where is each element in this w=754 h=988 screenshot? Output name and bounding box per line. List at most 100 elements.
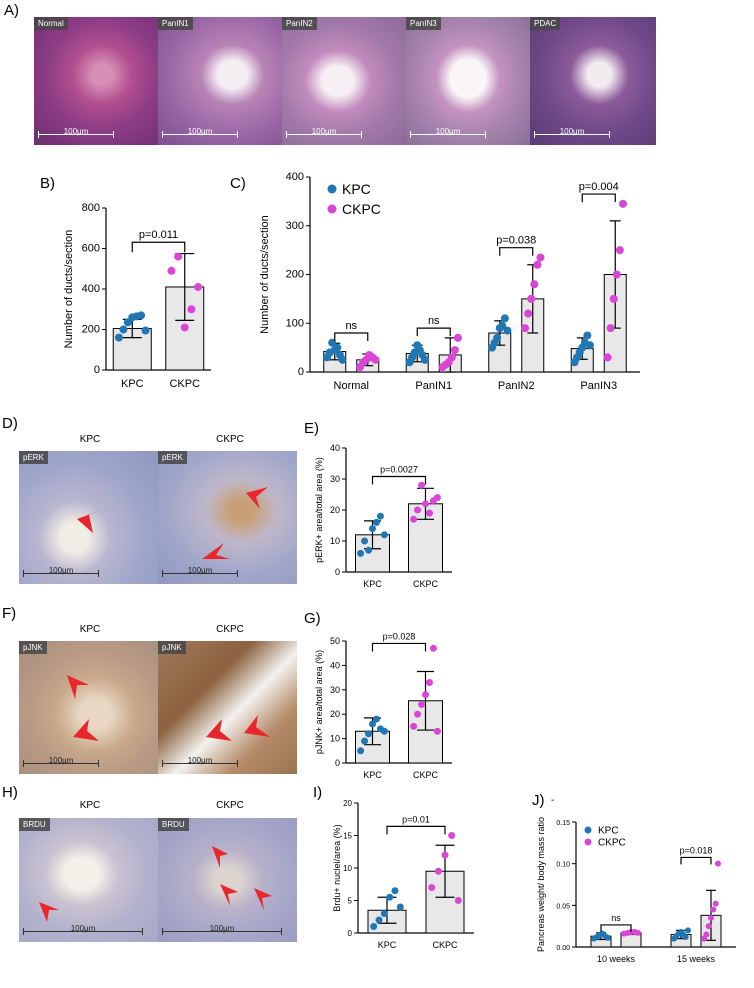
significance-label: p=0.01	[402, 814, 430, 824]
panel-label-i: I)	[313, 784, 323, 801]
scale-bar: 100µm	[534, 127, 610, 141]
micrograph-tag: PanIN1	[158, 17, 193, 30]
y-tick-label: 400	[286, 171, 304, 183]
arrowhead-icon	[212, 846, 272, 910]
significance-bracket	[600, 924, 632, 932]
y-tick-label: 30	[330, 474, 340, 484]
data-point	[141, 326, 150, 335]
data-point	[361, 737, 369, 745]
data-point	[370, 923, 378, 930]
y-tick-label: 0	[298, 366, 304, 378]
arrowhead-icon	[67, 675, 99, 741]
data-point	[119, 325, 128, 334]
data-point	[524, 309, 533, 318]
legend-label: KPC	[342, 181, 371, 197]
data-point	[605, 934, 611, 941]
data-point	[187, 305, 196, 314]
significance-label: ns	[345, 320, 357, 332]
y-tick-label: 0	[335, 567, 340, 577]
data-point	[429, 644, 437, 652]
data-point	[425, 678, 433, 686]
data-point	[375, 916, 383, 924]
data-point	[615, 246, 624, 255]
x-tick-label: PanIN3	[580, 380, 617, 392]
column-title-kpc: KPC	[79, 434, 101, 445]
column-title-kpc: KPC	[79, 800, 101, 811]
y-tick-label: 400	[82, 283, 100, 295]
data-point	[536, 253, 545, 262]
column-title-ckpc: CKPC	[216, 434, 244, 445]
y-tick-label: 20	[330, 505, 340, 515]
data-point	[418, 481, 426, 489]
significance-bracket	[386, 825, 446, 835]
y-tick-label: 20	[330, 709, 340, 719]
data-point	[418, 700, 426, 708]
micrograph-tag: BRDU	[158, 818, 189, 831]
data-point	[527, 294, 536, 303]
data-point	[357, 549, 365, 557]
data-point	[365, 730, 373, 738]
y-tick-label: 0.05	[556, 903, 570, 910]
column-title-ckpc: CKPC	[216, 624, 244, 635]
panel-label-c: C)	[230, 175, 246, 192]
micrograph-brdu-ckpc: BRDU 100µm	[158, 818, 297, 942]
y-tick-label: 10	[343, 864, 352, 873]
data-point	[180, 323, 189, 332]
legend-marker	[584, 838, 592, 846]
scale-bar: 100µm	[23, 924, 143, 938]
y-tick-label: 0	[335, 758, 340, 768]
significance-bracket	[371, 475, 427, 485]
x-tick-label: CKPC	[413, 579, 439, 589]
micrograph-tag: BRDU	[19, 818, 50, 831]
y-axis-label: pERK+ area/total area (%)	[314, 457, 324, 563]
scale-bar: 100µm	[162, 127, 238, 141]
data-point	[493, 333, 502, 342]
micrograph-normal: Normal 100µm	[34, 17, 158, 145]
y-tick-label: 600	[82, 243, 100, 255]
legend-label: CKPC	[598, 838, 626, 849]
legend-marker	[584, 826, 592, 834]
x-tick-label: CKPC	[413, 770, 439, 780]
y-tick-label: 0.15	[556, 820, 570, 827]
x-tick-label: PanIN2	[498, 380, 535, 392]
x-tick-label: CKPC	[169, 378, 200, 390]
chart-b: 0 200 400 600 800 Number of ducts/section KPC C…	[63, 202, 211, 390]
panel-label-b: B)	[40, 175, 55, 192]
data-point	[386, 893, 394, 901]
data-point	[454, 897, 462, 904]
y-tick-label: 40	[330, 660, 340, 670]
data-point	[708, 914, 714, 921]
chart-g: 0 10 20 30 40 50 pJNK+ area/total area (%) KPC C…	[314, 631, 452, 780]
data-point	[410, 515, 418, 523]
significance-bracket	[680, 856, 712, 865]
column-title-kpc: KPC	[79, 624, 101, 635]
significance-label: p=0.038	[496, 235, 536, 247]
legend-marker	[327, 204, 337, 214]
data-point	[380, 727, 388, 735]
y-tick-label: 0.00	[556, 945, 570, 952]
significance-bracket	[334, 332, 369, 341]
data-point	[441, 851, 449, 859]
significance-bracket	[131, 241, 186, 253]
micrograph-tag: pERK	[158, 451, 187, 464]
data-point	[609, 294, 618, 303]
y-tick-label: 20	[343, 799, 352, 808]
significance-bracket	[371, 642, 427, 652]
data-point	[434, 867, 442, 875]
y-tick-label: 10	[330, 734, 340, 744]
data-point	[498, 321, 507, 330]
arrowhead-icon	[202, 487, 268, 559]
scale-bar: 100µm	[38, 127, 114, 141]
y-tick-label: 40	[330, 443, 340, 453]
chart-j: 0.00 0.05 0.10 0.15 Pancreas weight/ body ma…	[536, 817, 736, 964]
data-point	[414, 710, 422, 718]
panel-f-micrographs: pJNK 100µm pJNK 100µm	[19, 641, 297, 774]
y-tick-label: 800	[82, 202, 100, 214]
data-point	[521, 324, 530, 333]
data-point	[705, 923, 712, 930]
legend-label: CKPC	[342, 201, 381, 217]
data-point	[715, 860, 721, 867]
data-point	[372, 715, 380, 723]
x-tick-label: KPC	[121, 378, 144, 390]
data-point	[369, 525, 376, 533]
